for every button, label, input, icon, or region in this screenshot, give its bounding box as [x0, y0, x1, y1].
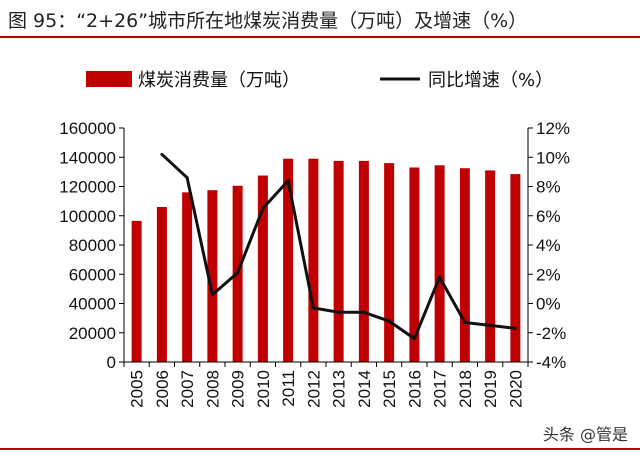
growth-point-2015 [388, 320, 391, 323]
x-tick-label: 2008 [203, 370, 222, 408]
bar-2005 [132, 221, 142, 362]
y-left-tick-label: 20000 [69, 324, 116, 343]
growth-point-2013 [337, 311, 340, 314]
bar-2013 [334, 161, 344, 362]
y-left-tick-label: 80000 [69, 236, 116, 255]
x-tick-label: 2006 [153, 370, 172, 408]
y-left-tick-label: 0 [107, 353, 116, 372]
x-tick-label: 2013 [330, 370, 349, 408]
bar-2018 [460, 168, 470, 362]
x-tick-label: 2012 [304, 370, 323, 408]
legend-swatch-bar [86, 71, 132, 87]
x-tick-label: 2009 [229, 370, 248, 408]
y-right-tick-label: 4% [536, 236, 561, 255]
bar-2017 [435, 165, 445, 362]
bar-2019 [485, 170, 495, 362]
y-right-tick-label: 2% [536, 265, 561, 284]
y-left-tick-label: 100000 [59, 207, 116, 226]
y-left-tick-label: 40000 [69, 295, 116, 314]
growth-point-2018 [463, 321, 466, 324]
legend-label-bar: 煤炭消费量（万吨） [138, 70, 300, 91]
bar-2012 [308, 159, 318, 362]
bar-2015 [384, 163, 394, 362]
bar-2007 [182, 192, 192, 362]
x-tick-label: 2005 [128, 370, 147, 408]
x-tick-label: 2015 [380, 370, 399, 408]
x-tick-label: 2010 [254, 370, 273, 408]
x-tick-label: 2017 [431, 370, 450, 408]
x-tick-label: 2011 [279, 370, 298, 407]
growth-point-2017 [438, 276, 441, 279]
growth-point-2016 [413, 337, 416, 340]
watermark: 头条 @管是 [543, 421, 628, 445]
bar-2014 [359, 161, 369, 362]
x-tick-label: 2014 [355, 370, 374, 408]
growth-point-2007 [186, 176, 189, 179]
y-right-tick-label: -2% [536, 324, 566, 343]
y-right-tick-label: 10% [536, 148, 570, 167]
y-left-tick-label: 160000 [59, 119, 116, 138]
bottom-rule [0, 448, 640, 450]
x-tick-label: 2016 [405, 370, 424, 408]
bar-2011 [283, 159, 293, 362]
growth-point-2006 [160, 153, 163, 156]
y-left-tick-label: 60000 [69, 265, 116, 284]
x-tick-label: 2020 [506, 370, 525, 408]
legend-label-line: 同比增速（%） [428, 70, 553, 91]
bar-2020 [510, 174, 520, 362]
y-right-tick-label: 6% [536, 207, 561, 226]
growth-point-2014 [362, 311, 365, 314]
growth-point-2008 [211, 293, 214, 296]
y-right-tick-label: 0% [536, 295, 561, 314]
x-tick-label: 2019 [481, 370, 500, 408]
x-tick-label: 2018 [456, 370, 475, 408]
y-right-tick-label: 12% [536, 119, 570, 138]
growth-point-2011 [287, 179, 290, 182]
growth-point-2009 [236, 271, 239, 274]
y-right-tick-label: 8% [536, 178, 561, 197]
y-right-tick-label: -4% [536, 353, 566, 372]
growth-point-2019 [489, 324, 492, 327]
bar-2006 [157, 207, 167, 362]
legend: 煤炭消费量（万吨） 同比增速（%） [86, 70, 553, 91]
y-left-tick-label: 140000 [59, 148, 116, 167]
growth-point-2010 [261, 207, 264, 210]
x-tick-label: 2007 [178, 370, 197, 408]
growth-point-2020 [514, 327, 517, 330]
y-left-tick-label: 120000 [59, 178, 116, 197]
growth-point-2012 [312, 306, 315, 309]
